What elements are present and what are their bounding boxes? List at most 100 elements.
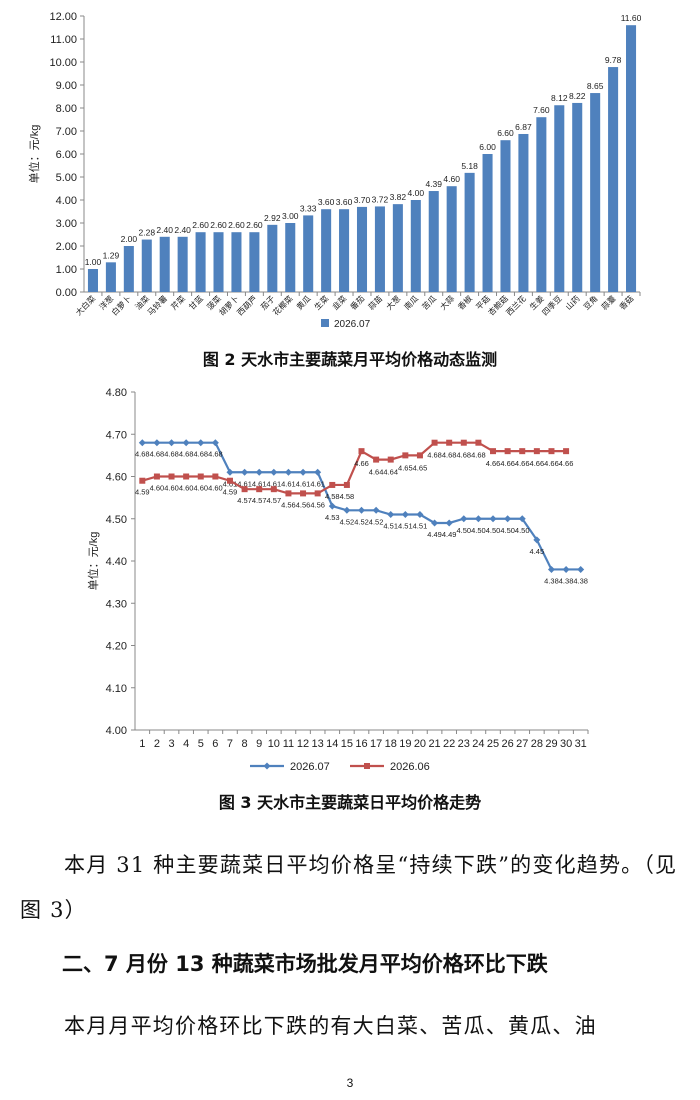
bar-value-label: 2.60 [192,220,209,230]
data-point [387,456,394,463]
bar [159,236,170,292]
data-point [533,536,541,544]
data-label: 4.38 [559,576,574,585]
y-tick-label: 4.80 [106,387,127,399]
data-label: 4.68 [135,450,150,459]
x-tick-label: 6 [212,738,218,750]
bar-value-label: 3.60 [336,197,353,207]
bar-value-label: 2.60 [210,220,227,230]
y-tick-label: 2.00 [56,241,77,253]
x-tick-label: 花椰菜 [271,293,295,317]
bar-value-label: 3.00 [282,211,299,221]
x-tick-label: 11 [283,738,294,750]
data-point [401,511,409,519]
bar [446,186,457,292]
paragraph-decline: 本月月平均价格环比下跌的有大白菜、苦瓜、黄瓜、油 [64,1014,597,1038]
data-label: 4.49 [427,530,442,539]
data-point [373,456,380,463]
bar [608,67,619,292]
data-label: 4.56 [310,500,325,509]
data-label: 4.60 [193,484,208,493]
data-label: 4.57 [237,496,252,505]
data-label: 4.57 [267,496,282,505]
data-point [490,448,497,455]
bar-value-label: 11.60 [621,13,642,23]
data-point [197,439,205,447]
data-point [504,448,511,455]
data-point [475,439,482,446]
x-tick-label: 马铃薯 [145,293,169,317]
data-label: 4.68 [471,451,486,460]
data-point [431,439,438,446]
data-label: 4.66 [530,459,545,468]
data-label: 4.52 [354,517,369,526]
data-point [387,511,395,519]
x-tick-label: 1 [139,738,145,750]
data-label: 4.64 [383,468,398,477]
data-point [285,490,292,497]
data-point [431,519,439,527]
data-label: 4.61 [310,479,325,488]
bar [231,232,242,292]
x-tick-label: 25 [487,738,499,750]
bar-value-label: 6.60 [497,128,514,138]
data-label: 4.66 [500,459,515,468]
bar [123,246,134,292]
data-label: 4.60 [179,484,194,493]
x-tick-label: 韭菜 [330,293,348,311]
data-label: 4.61 [237,479,252,488]
data-label: 4.58 [340,492,355,501]
data-point [183,473,190,480]
data-label: 4.59 [223,488,238,497]
data-label: 4.59 [135,488,150,497]
bar [303,215,314,292]
data-label: 4.50 [471,526,486,535]
data-label: 4.68 [193,450,208,459]
data-label: 4.66 [515,459,530,468]
bar [482,154,493,292]
x-tick-label: 26 [502,738,514,750]
data-point [416,452,423,459]
data-label: 4.60 [164,484,179,493]
x-tick-label: 南瓜 [402,293,420,311]
x-tick-label: 14 [326,738,338,750]
y-tick-label: 4.10 [106,683,127,695]
data-point [518,515,526,523]
bar-value-label: 3.70 [354,195,371,205]
y-tick-label: 4.50 [106,514,127,526]
bar-value-label: 4.39 [425,179,442,189]
x-tick-label: 20 [414,738,426,750]
bar [267,224,278,292]
data-label: 4.68 [427,451,442,460]
data-point [548,448,555,455]
bar-value-label: 2.00 [121,234,138,244]
bar [464,172,475,292]
y-tick-label: 0.00 [56,287,77,299]
data-point [212,473,219,480]
x-tick-label: 西兰花 [504,293,528,317]
bar [105,262,116,292]
x-tick-label: 12 [297,738,309,750]
y-tick-label: 4.60 [106,472,127,484]
data-label: 4.66 [559,459,574,468]
x-tick-label: 蒜苗 [366,293,384,311]
data-label: 4.64 [369,468,384,477]
y-tick-label: 6.00 [56,149,77,161]
data-point [446,439,453,446]
x-tick-label: 8 [242,738,248,750]
data-label: 4.51 [413,522,428,531]
y-tick-label: 1.00 [56,264,77,276]
data-label: 4.52 [369,517,384,526]
data-point [372,506,380,514]
bar [339,209,350,292]
y-tick-label: 10.00 [49,57,77,69]
y-tick-label: 4.30 [106,598,127,610]
data-label: 4.61 [223,479,238,488]
bar [572,102,583,292]
data-point [168,473,175,480]
y-tick-label: 9.00 [56,80,77,92]
x-tick-label: 白萝卜 [109,293,133,317]
data-point [329,481,336,488]
x-tick-label: 24 [472,738,484,750]
data-label: 4.68 [456,451,471,460]
